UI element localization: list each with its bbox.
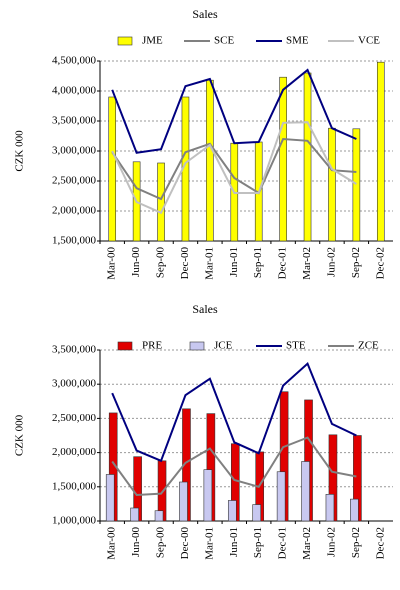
x-tick-label: Sep-02: [350, 527, 362, 558]
x-tick-label: Jun-02: [325, 527, 337, 557]
bar: [130, 507, 139, 522]
line-series: [111, 121, 357, 215]
x-tick-label: Mar-00: [106, 247, 118, 280]
bar: [279, 76, 287, 242]
x-tick-label: Dec-01: [277, 247, 289, 279]
x-tick-label: Mar-00: [106, 527, 118, 560]
bar: [203, 469, 213, 522]
chart: Sales CZK 000 1,000,000 1,500,000 2,000,000 2…: [14, 302, 393, 560]
plot-area: [100, 350, 393, 521]
x-tick-label: Dec-01: [277, 527, 289, 559]
y-tick-label: 1,500,000: [52, 235, 97, 247]
legend-swatch: [117, 36, 133, 46]
chart-title: Sales: [192, 302, 218, 316]
x-tick-label: Jun-01: [228, 247, 240, 277]
y-tick-label: 3,500,000: [52, 115, 97, 127]
y-tick-label: 2,000,000: [52, 446, 97, 458]
bar: [206, 79, 214, 242]
y-tick-label: 4,000,000: [52, 85, 97, 97]
bar: [154, 510, 164, 522]
y-tick-label: 4,500,000: [52, 55, 97, 67]
x-tick-label: Sep-00: [155, 247, 167, 279]
bar: [108, 96, 117, 242]
x-tick-label: Sep-01: [252, 247, 264, 278]
x-tick-label: Mar-01: [203, 247, 215, 280]
x-tick-label: Jun-00: [130, 527, 142, 557]
y-tick-label: 2,500,000: [52, 412, 97, 424]
y-axis-label: CZK 000: [14, 414, 26, 456]
x-tick-label: Sep-02: [350, 247, 362, 278]
legend-label: PRE: [142, 340, 162, 352]
line-series: [111, 68, 357, 154]
legend-label: VCE: [358, 35, 380, 47]
bar: [227, 500, 237, 522]
line-series: [111, 436, 357, 497]
chart: Sales CZK 000 1,500,000 2,000,000 2,500,000 3…: [14, 7, 393, 280]
y-tick-label: 2,000,000: [52, 205, 97, 217]
legend-label: SCE: [214, 35, 234, 47]
bar: [328, 127, 336, 242]
bar: [252, 504, 262, 522]
x-tick-label: Dec-00: [179, 247, 191, 280]
bar: [376, 61, 385, 242]
x-tick-label: Sep-00: [155, 527, 167, 559]
bar: [276, 471, 286, 522]
bar: [179, 481, 188, 522]
legend-swatch: [189, 341, 205, 351]
legend-label: JCE: [214, 340, 233, 352]
x-tick-label: Mar-01: [203, 527, 215, 560]
bar: [157, 162, 165, 242]
chart-title: Sales: [192, 7, 218, 21]
x-tick-label: Mar-02: [301, 527, 313, 560]
y-tick-label: 1,000,000: [52, 515, 97, 527]
bar: [352, 128, 361, 242]
legend-label: STE: [286, 340, 306, 352]
y-tick-label: 2,500,000: [52, 175, 97, 187]
bar: [325, 494, 335, 522]
line-series: [111, 361, 357, 463]
legend-swatch: [117, 341, 133, 351]
bar: [301, 461, 310, 522]
x-tick-label: Jun-00: [130, 247, 142, 277]
x-tick-label: Dec-00: [179, 527, 191, 560]
x-tick-label: Jun-01: [228, 527, 240, 557]
legend-label: ZCE: [358, 340, 379, 352]
y-tick-label: 3,000,000: [52, 378, 97, 390]
x-tick-label: Jun-02: [325, 247, 337, 277]
bar: [105, 474, 115, 522]
bar: [350, 498, 359, 522]
y-axis-label: CZK 000: [14, 130, 26, 172]
y-tick-label: 3,000,000: [52, 145, 97, 157]
x-tick-label: Sep-01: [252, 527, 264, 558]
x-tick-label: Mar-02: [301, 247, 313, 280]
y-tick-label: 1,500,000: [52, 480, 97, 492]
x-tick-label: Dec-02: [374, 247, 386, 279]
bar: [303, 72, 312, 242]
legend-label: SME: [286, 35, 309, 47]
legend-label: JME: [142, 35, 163, 47]
x-tick-label: Dec-02: [374, 527, 386, 559]
y-tick-label: 3,500,000: [52, 344, 97, 356]
line-series: [111, 137, 357, 201]
